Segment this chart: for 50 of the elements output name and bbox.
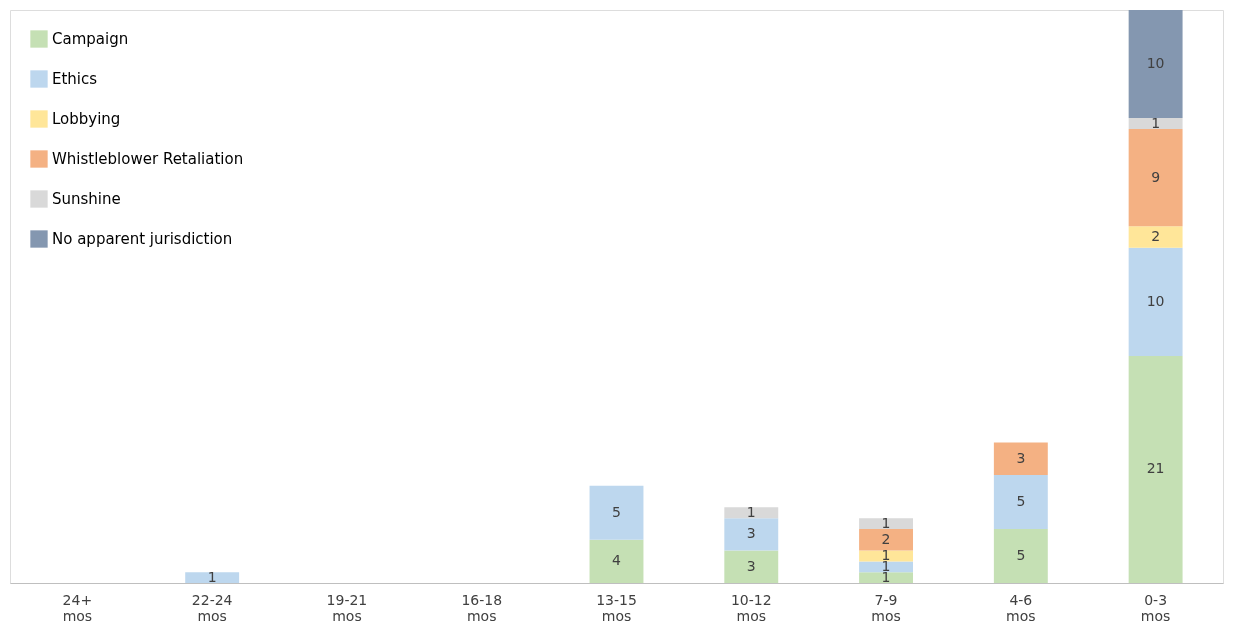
data-label: 3 [1016,449,1026,466]
x-tick-label: 13-15 mos [596,591,637,624]
legend-label: Lobbying [52,110,121,128]
bar [1128,355,1183,583]
legend-label: Sunshine [52,190,121,208]
bar [993,474,1048,529]
legend-label: Ethics [52,70,98,88]
bar [1128,247,1183,356]
data-label: 3 [746,557,756,574]
data-label: 2 [881,530,891,547]
data-label: 1 [1151,114,1161,131]
data-label: 2 [1151,228,1161,245]
data-label: 1 [746,503,756,520]
data-label: 3 [746,525,756,542]
data-label: 1 [207,568,217,585]
x-tick-label: 4-6 mos [1006,591,1036,624]
data-label: 21 [1146,460,1165,477]
bar [185,572,240,583]
bar [589,539,644,583]
data-label: 10 [1146,292,1165,309]
bar [859,572,914,583]
legend-label: No apparent jurisdiction [52,230,233,248]
data-label: 4 [612,552,622,569]
legend-label: Campaign [52,30,129,48]
bar [1128,118,1183,129]
x-tick-label: 16-18 mos [461,591,503,624]
x-tick-label: 7-9 mos [871,591,901,624]
data-label: 9 [1151,168,1161,185]
bar [859,528,914,551]
bar [589,485,644,540]
x-tick-label: 10-12 mos [730,591,772,624]
x-tick-label: 24+ mos [62,591,93,624]
x-tick-label: 22-24 mos [191,591,233,624]
data-label: 5 [1016,546,1026,563]
data-label: 10 [1146,55,1165,72]
bar [1128,226,1183,248]
bar [724,507,779,519]
x-tick-label: 0-3 mos [1140,591,1171,624]
x-tick-label: 19-21 mos [326,591,368,624]
bar [859,518,914,529]
legend-label: Whistleblower Retaliation [52,150,244,168]
bar [724,550,779,583]
data-label: 5 [1016,492,1026,509]
bar [724,518,779,551]
bar [1128,10,1183,119]
bar [993,442,1048,475]
bar [993,528,1048,583]
data-label: 1 [881,514,891,531]
data-label: 5 [612,503,621,520]
bar [1128,128,1183,227]
